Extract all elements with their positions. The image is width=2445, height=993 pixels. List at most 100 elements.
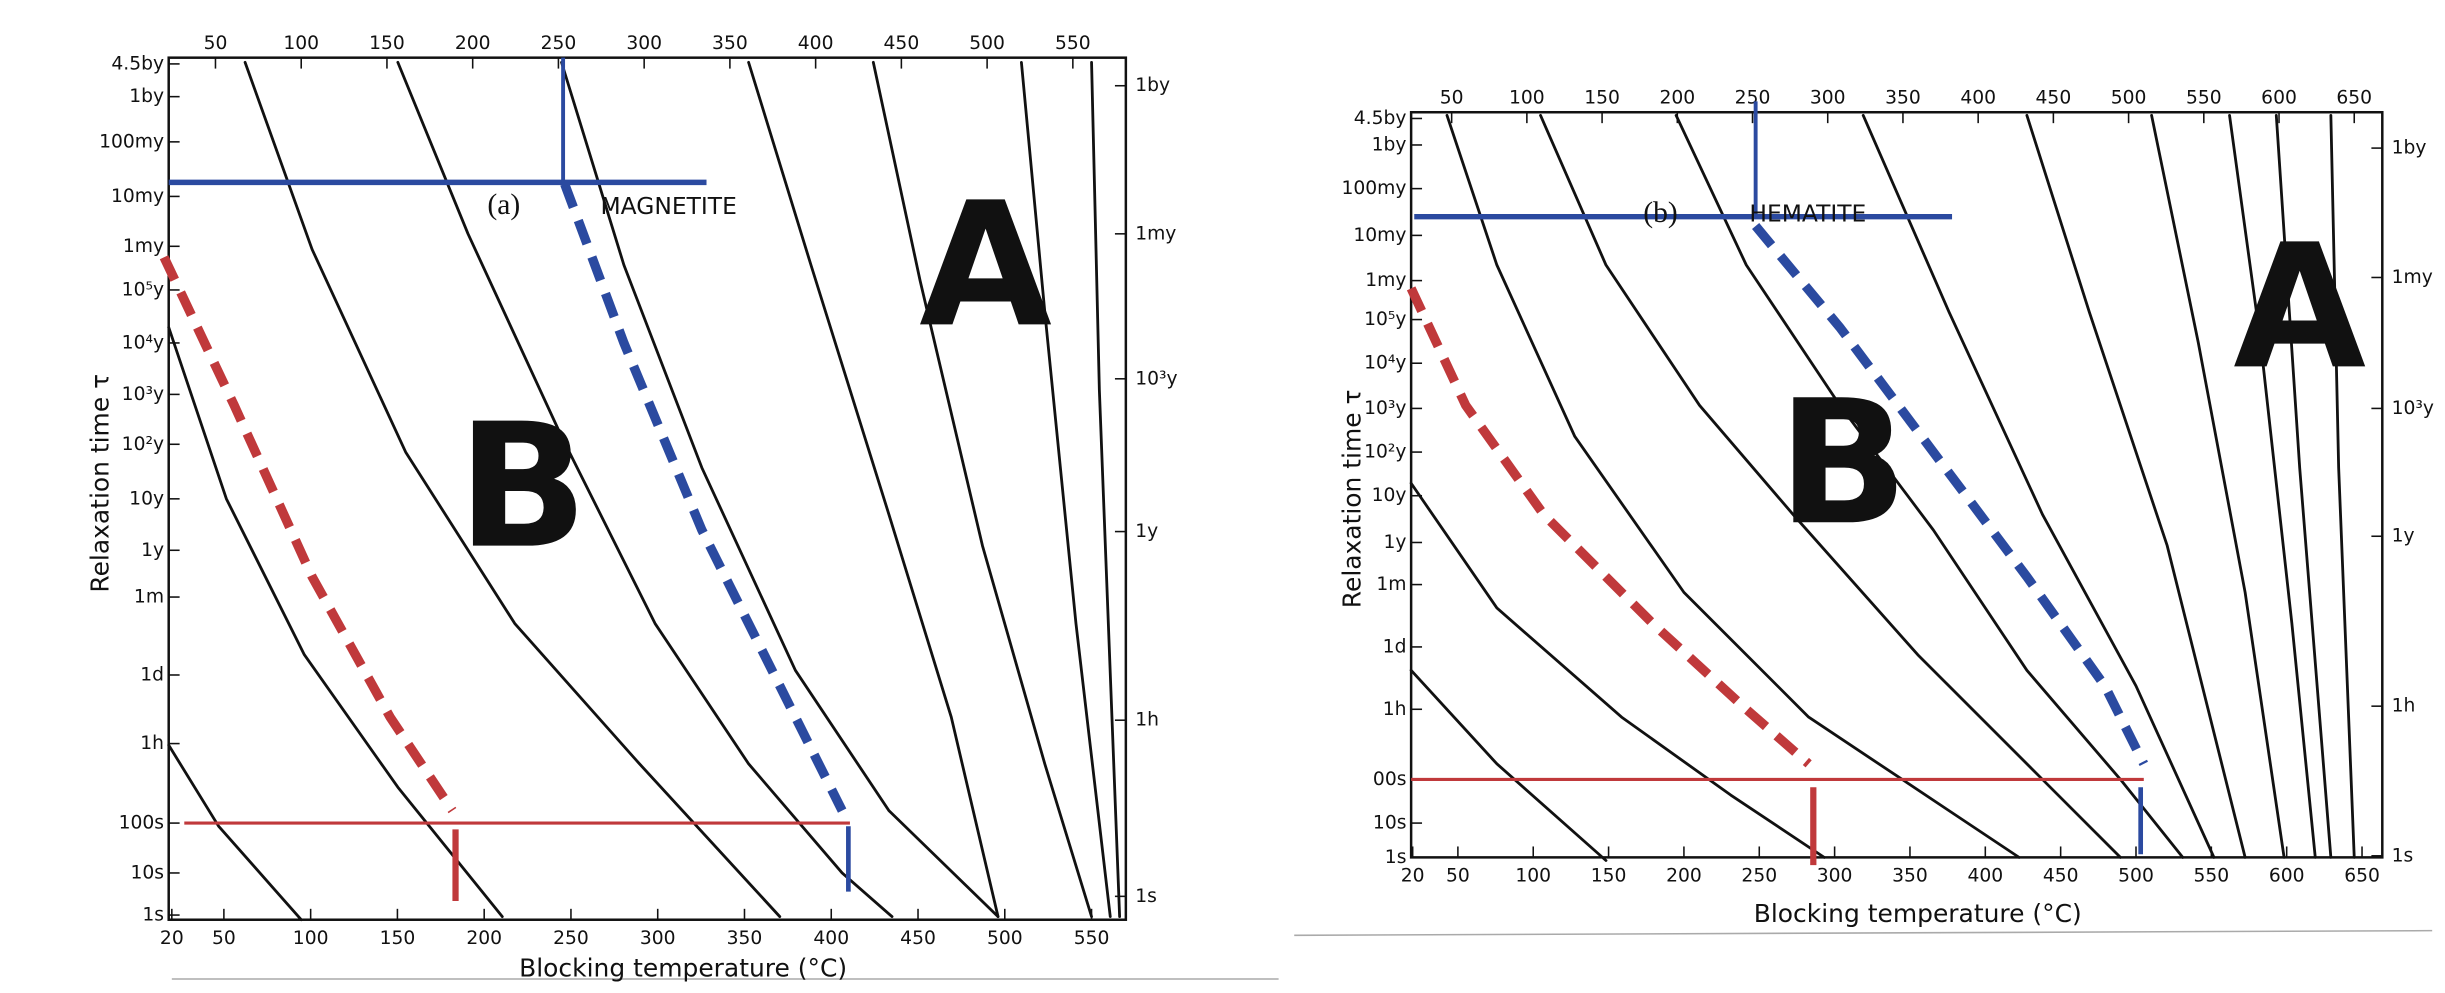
region-label: A — [2233, 208, 2366, 407]
blue-dashed-curve — [560, 182, 847, 813]
left-tick-label: 1s — [142, 905, 164, 926]
right-tick-label: 1s — [2392, 845, 2414, 866]
left-tick-label: 10y — [129, 488, 164, 509]
red-dashed-curve — [1406, 286, 1812, 768]
top-tick-label: 50 — [204, 33, 228, 54]
region-label: B — [457, 388, 588, 587]
bottom-tick-label: 100 — [293, 928, 329, 949]
right-tick-label: 1my — [2392, 267, 2433, 288]
right-tick-label: 1my — [1135, 223, 1176, 244]
relaxation-curve — [1409, 668, 1608, 862]
bottom-tick-label: 250 — [553, 928, 589, 949]
panel-label: (b) — [1643, 197, 1678, 229]
right-tick-label: 1h — [2392, 696, 2416, 717]
left-tick-label: 1h — [140, 733, 164, 754]
left-tick-label: 10⁴y — [122, 332, 164, 353]
x-axis-title: Blocking temperature (°C) — [519, 954, 847, 983]
top-tick-label: 200 — [1659, 88, 1695, 109]
relaxation-curve — [1090, 60, 1122, 919]
mineral-label: HEMATITE — [1749, 200, 1866, 228]
bottom-tick-label: 50 — [212, 928, 236, 949]
left-tick-label: 10s — [1373, 813, 1407, 834]
bottom-tick-label: 450 — [900, 928, 936, 949]
right-tick-label: 1s — [1135, 886, 1157, 907]
bottom-tick-label: 250 — [1741, 866, 1777, 887]
left-tick-label: 100my — [1342, 178, 1407, 199]
left-tick-label: 100s — [119, 813, 164, 834]
scan-edge — [1294, 929, 2433, 937]
relaxation-curve — [2025, 113, 2247, 859]
relaxation-curve — [1445, 113, 2021, 859]
top-tick-label: 250 — [541, 33, 577, 54]
bottom-tick-label: 600 — [2269, 866, 2305, 887]
left-tick-label: 1s — [1385, 847, 1407, 868]
bottom-tick-label: 650 — [2344, 866, 2380, 887]
top-tick-label: 400 — [1960, 88, 1996, 109]
top-tick-label: 100 — [283, 33, 319, 54]
bottom-tick-label: 500 — [2118, 866, 2154, 887]
bottom-tick-label: 500 — [987, 928, 1023, 949]
relaxation-curve — [2228, 113, 2317, 859]
left-tick-label: 1m — [134, 587, 164, 608]
bottom-tick-label: 350 — [727, 928, 763, 949]
relaxation-curve — [560, 60, 1000, 919]
relaxation-curve — [2150, 113, 2286, 859]
bottom-tick-label: 200 — [466, 928, 502, 949]
panel-label: (a) — [487, 189, 520, 221]
top-tick-label: 500 — [969, 33, 1005, 54]
top-tick-label: 550 — [2186, 88, 2222, 109]
left-tick-label: 100my — [99, 131, 164, 152]
bottom-tick-label: 400 — [813, 928, 849, 949]
left-tick-label: 1y — [141, 540, 164, 561]
top-tick-label: 250 — [1735, 88, 1771, 109]
bottom-tick-label: 150 — [1591, 866, 1627, 887]
right-tick-label: 1h — [1135, 710, 1159, 731]
top-tick-label: 350 — [1885, 88, 1921, 109]
relaxation-curve — [1861, 113, 2216, 859]
relaxation-curve — [167, 743, 303, 922]
right-tick-label: 1y — [2392, 526, 2415, 547]
top-tick-label: 450 — [884, 33, 920, 54]
blue-dashed-curve — [1752, 223, 2148, 766]
red-dashed-curve — [159, 255, 457, 814]
top-tick-label: 600 — [2261, 88, 2297, 109]
left-tick-label: 4.5by — [1354, 108, 1407, 129]
left-tick-label: 1m — [1376, 574, 1406, 595]
left-tick-label: 10²y — [1364, 442, 1406, 463]
region-label: A — [919, 166, 1052, 365]
left-tick-label: 1my — [1365, 270, 1406, 291]
bottom-tick-label: 200 — [1666, 866, 1702, 887]
left-tick-label: 10⁴y — [1364, 353, 1406, 374]
relaxation-curve — [243, 60, 782, 919]
left-tick-label: 1y — [1383, 532, 1406, 553]
left-tick-label: 10y — [1372, 485, 1407, 506]
right-tick-label: 1by — [2392, 138, 2427, 159]
bottom-tick-label: 100 — [1515, 866, 1551, 887]
bottom-tick-label: 300 — [640, 928, 676, 949]
bottom-tick-label: 20 — [160, 928, 184, 949]
top-tick-label: 450 — [2036, 88, 2072, 109]
top-tick-label: 550 — [1055, 33, 1091, 54]
left-tick-label: 1by — [1372, 134, 1407, 155]
x-axis-title: Blocking temperature (°C) — [1754, 899, 2082, 928]
left-tick-label: 1by — [129, 86, 164, 107]
top-tick-label: 100 — [1509, 88, 1545, 109]
top-tick-label: 50 — [1440, 88, 1464, 109]
bottom-tick-label: 150 — [380, 928, 416, 949]
left-tick-label: 1my — [123, 236, 164, 257]
left-tick-label: 1d — [1383, 636, 1407, 657]
region-label: B — [1778, 364, 1909, 563]
relaxation-curve — [396, 60, 894, 919]
bottom-tick-label: 300 — [1817, 866, 1853, 887]
relaxation-curve — [2274, 113, 2333, 859]
bottom-tick-label: 50 — [1446, 866, 1470, 887]
right-tick-label: 1by — [1135, 75, 1170, 96]
left-tick-label: 1d — [140, 664, 164, 685]
top-tick-label: 200 — [455, 33, 491, 54]
y-axis-title: Relaxation time τ — [1337, 389, 1366, 608]
bottom-tick-label: 550 — [1074, 928, 1110, 949]
top-tick-label: 150 — [369, 33, 405, 54]
left-tick-label: 10⁵y — [1364, 309, 1406, 330]
plot-frame — [167, 56, 1128, 921]
right-tick-label: 10³y — [2392, 398, 2434, 419]
